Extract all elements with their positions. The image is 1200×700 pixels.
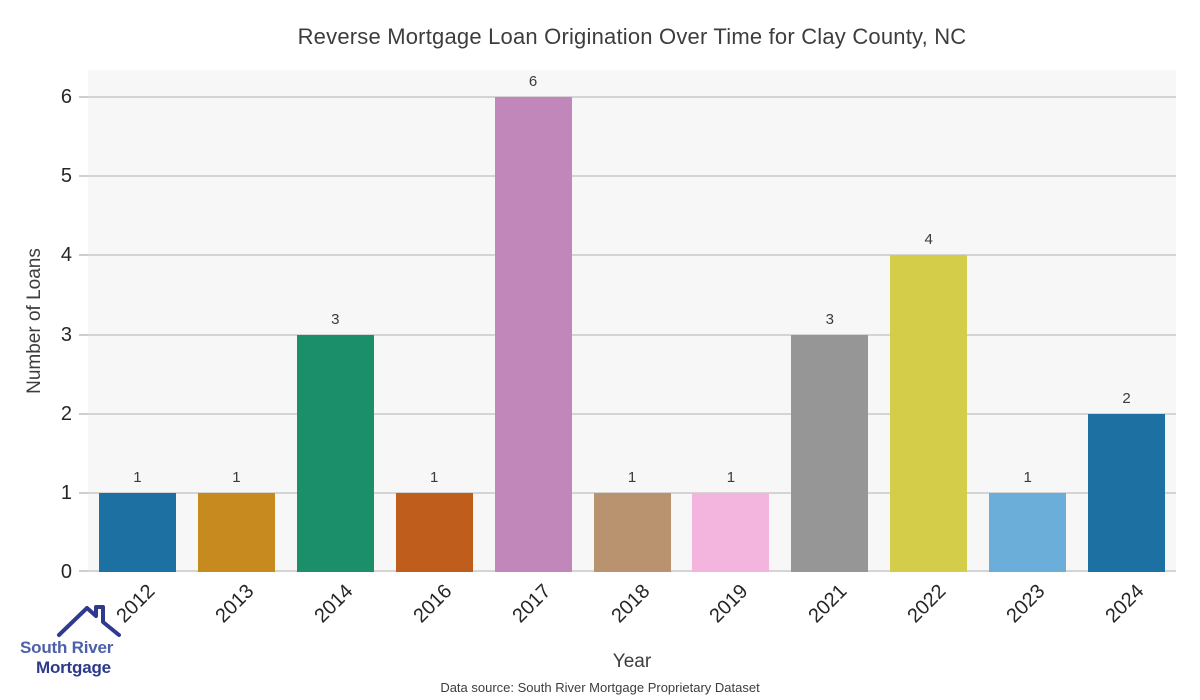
bar-value-label: 1 — [133, 468, 142, 486]
house-roof-icon — [57, 605, 121, 637]
bar-2022 — [890, 255, 968, 572]
bar-2012 — [98, 492, 176, 572]
x-tick-label: 2016 — [408, 580, 457, 628]
y-tick-label: 2 — [60, 402, 72, 425]
bar-value-label: 4 — [924, 231, 933, 249]
x-tick-label: 2018 — [606, 580, 654, 628]
x-tick-label: 2023 — [1002, 580, 1050, 628]
y-tick-mark — [79, 254, 88, 257]
data-source-note: Data source: South River Mortgage Propri… — [440, 680, 760, 695]
bar-value-label: 3 — [825, 310, 834, 328]
x-axis-title: Year — [612, 651, 652, 672]
plot-area: 0 1 2 3 4 5 6 1 2012 1 2013 3 2014 1 2016 6 2017 1 2018 1 20… — [61, 70, 1176, 627]
y-tick-mark — [79, 491, 88, 494]
y-tick-label: 4 — [60, 244, 72, 267]
chart-title: Reverse Mortgage Loan Origination Over T… — [297, 24, 967, 49]
gridline-y3 — [88, 333, 1176, 336]
gridline-y5 — [88, 175, 1176, 178]
bar-value-label: 2 — [1122, 389, 1131, 407]
bar-2014 — [296, 334, 374, 572]
bar-2024 — [1088, 413, 1166, 572]
y-tick-label: 0 — [60, 561, 72, 583]
y-tick-label: 3 — [60, 323, 72, 346]
y-tick-label: 6 — [60, 86, 72, 108]
bar-value-label: 1 — [726, 468, 736, 486]
bar-2013 — [197, 492, 275, 572]
x-tick-label: 2021 — [804, 580, 852, 628]
bar-value-label: 3 — [331, 310, 340, 328]
bar-2023 — [989, 492, 1067, 572]
y-axis-title: Number of Loans — [24, 248, 45, 394]
bar-value-label: 1 — [1023, 468, 1032, 486]
bar-2021 — [791, 334, 869, 572]
y-tick-label: 1 — [60, 481, 72, 504]
logo-text-line2: Mortgage — [36, 658, 111, 677]
y-tick-mark — [79, 96, 88, 98]
x-tick-label: 2014 — [310, 580, 358, 628]
bar-value-label: 6 — [528, 73, 538, 90]
bar-value-label: 1 — [430, 468, 439, 486]
bar-value-label: 1 — [232, 468, 241, 486]
x-tick-label: 2024 — [1101, 580, 1149, 628]
y-tick-mark — [79, 412, 88, 415]
x-tick-label: 2017 — [507, 580, 555, 628]
x-tick-label: 2022 — [903, 580, 951, 628]
bar-2019 — [692, 492, 770, 572]
y-tick-mark — [79, 175, 88, 178]
gridline-y2 — [88, 412, 1176, 415]
y-tick-mark — [79, 333, 88, 336]
logo-text-line1: South River — [20, 638, 114, 657]
south-river-mortgage-logo: South River Mortgage — [18, 600, 138, 690]
x-tick-label: 2019 — [705, 580, 753, 628]
gridline-y4 — [88, 254, 1176, 257]
bar-value-label: 1 — [627, 468, 637, 486]
bar-2016 — [395, 492, 473, 572]
gridline-y6 — [88, 96, 1176, 98]
y-tick-mark — [79, 570, 88, 572]
x-tick-label: 2013 — [211, 580, 259, 628]
bar-2018 — [593, 492, 671, 572]
bar-2017 — [494, 97, 572, 572]
y-tick-label: 5 — [60, 165, 72, 188]
